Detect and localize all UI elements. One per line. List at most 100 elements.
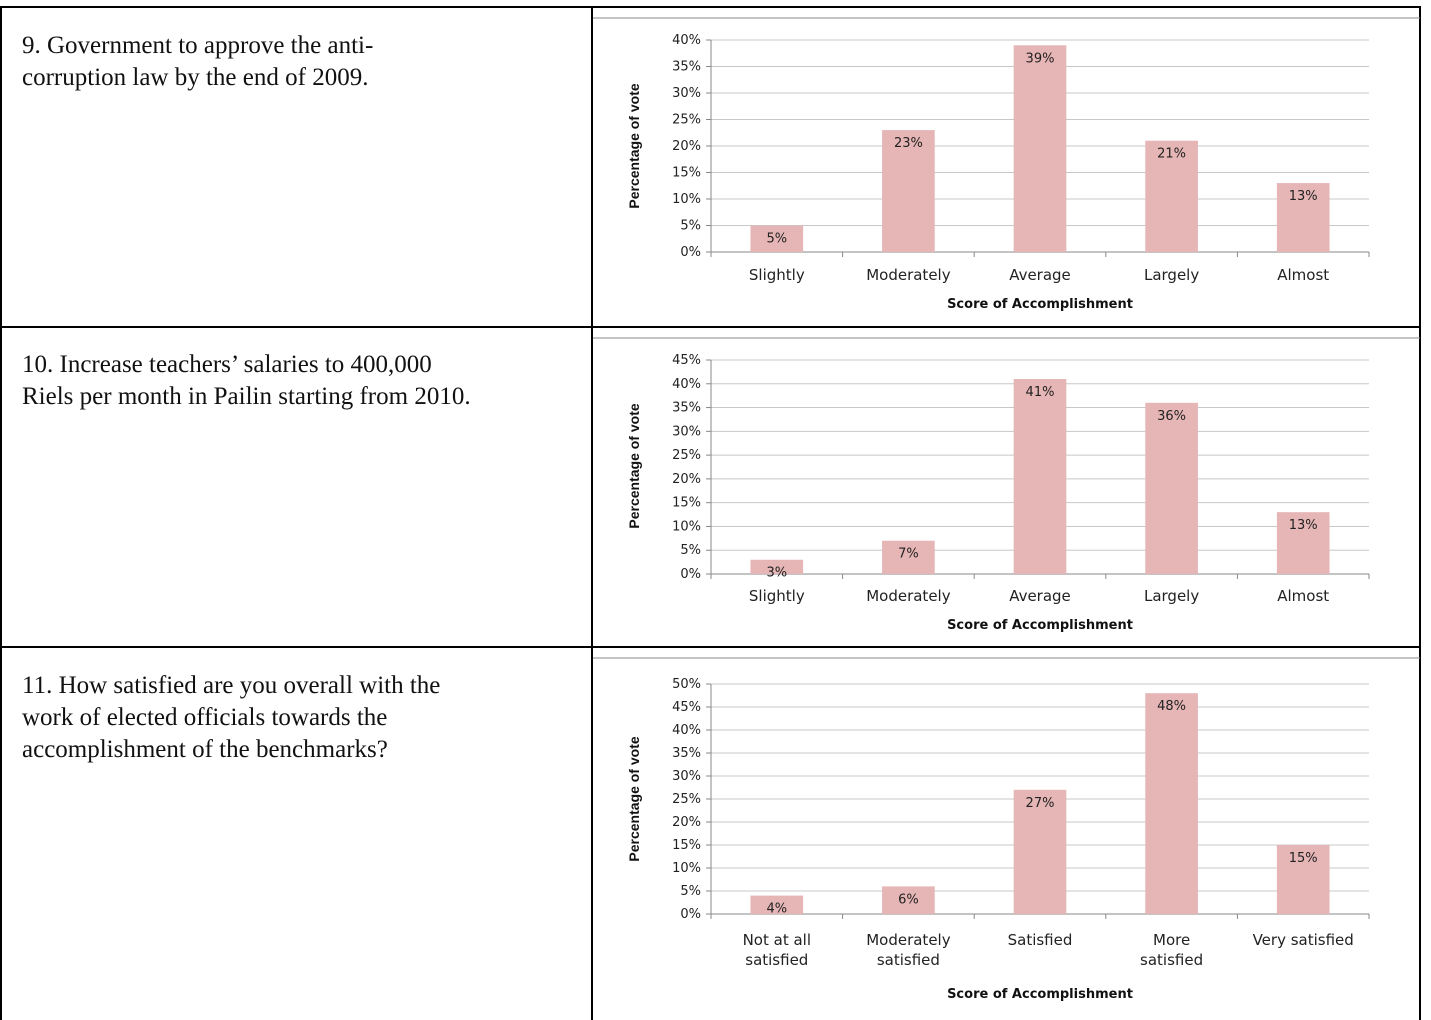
y-tick-label: 40% <box>672 723 701 738</box>
table-border-right <box>1419 6 1421 1020</box>
y-tick-label: 40% <box>672 33 701 48</box>
bar <box>1013 789 1067 914</box>
table-border-left <box>0 6 2 1020</box>
data-label: 41% <box>1026 385 1055 400</box>
data-label: 39% <box>1026 51 1055 66</box>
bar <box>1013 379 1067 574</box>
y-tick-label: 40% <box>672 377 701 392</box>
x-category-label: Average <box>1009 587 1071 605</box>
x-category-label: Satisfied <box>1008 931 1073 949</box>
data-label: 7% <box>898 547 919 562</box>
bar <box>882 886 935 914</box>
data-label: 36% <box>1157 409 1186 424</box>
y-tick-label: 15% <box>672 838 701 853</box>
data-label: 21% <box>1157 147 1186 162</box>
x-category-label: More <box>1153 931 1190 949</box>
x-category-label: Not at all <box>743 931 811 949</box>
y-tick-label: 30% <box>672 86 701 101</box>
y-tick-label: 45% <box>672 353 701 368</box>
y-tick-label: 10% <box>672 861 701 876</box>
y-tick-label: 35% <box>672 746 701 761</box>
y-tick-label: 5% <box>680 219 701 234</box>
x-category-label: Very satisfied <box>1253 931 1354 949</box>
y-tick-label: 20% <box>672 139 701 154</box>
y-tick-label: 35% <box>672 401 701 416</box>
bar <box>750 559 804 574</box>
x-category-label: satisfied <box>877 951 940 969</box>
data-label: 27% <box>1026 796 1055 811</box>
y-tick-label: 15% <box>672 496 701 511</box>
y-tick-label: 5% <box>680 543 701 558</box>
bar-chart-benchmark-10: 0% 5% 10% 15% 20% 25% 30% 35% 40% 45% 3% Slightly 7%… <box>593 337 1420 633</box>
x-category-label: Moderately <box>866 931 951 949</box>
x-category-label: Slightly <box>749 587 805 605</box>
bar-chart-satisfaction: 0% 5% 10% 15% 20% 25% 30% 35% 40% 45% 50% 4% Not at … <box>593 657 1420 1002</box>
bar-chart-benchmark-9: 0% 5% 10% 15% 20% 25% 30% 35% 40% 5% Slightly 23% Mo… <box>593 17 1420 312</box>
y-tick-label: 0% <box>680 907 701 922</box>
data-label: 48% <box>1157 699 1186 714</box>
y-tick-label: 30% <box>672 769 701 784</box>
question-text: 11. How satisfied are you overall with t… <box>22 670 582 766</box>
question-line: accomplishment of the benchmarks? <box>22 736 388 763</box>
y-tick-label: 20% <box>672 815 701 830</box>
y-tick-label: 25% <box>672 113 701 128</box>
question-line: corruption law by the end of 2009. <box>22 64 369 91</box>
x-axis-title: Score of Accomplishment <box>947 618 1133 633</box>
bar <box>1145 402 1198 574</box>
question-line: 11. How satisfied are you overall with t… <box>22 672 441 699</box>
data-label: 5% <box>766 232 787 247</box>
bar <box>1276 512 1330 574</box>
bar <box>1276 845 1330 914</box>
y-tick-label: 10% <box>672 519 701 534</box>
bar <box>750 225 804 252</box>
x-category-label: Average <box>1009 266 1071 284</box>
data-label: 15% <box>1289 851 1318 866</box>
x-axis-title: Score of Accomplishment <box>947 987 1133 1002</box>
y-tick-label: 20% <box>672 472 701 487</box>
y-tick-label: 25% <box>672 448 701 463</box>
data-label: 3% <box>766 566 787 581</box>
data-label: 13% <box>1289 518 1318 533</box>
bar <box>882 540 935 574</box>
question-line: 10. Increase teachers’ salaries to 400,0… <box>22 351 432 378</box>
data-label: 4% <box>766 902 787 917</box>
data-label: 13% <box>1289 189 1318 204</box>
x-axis-title: Score of Accomplishment <box>947 297 1133 312</box>
x-category-label: Almost <box>1277 266 1329 284</box>
x-category-label: satisfied <box>745 951 808 969</box>
x-category-label: Largely <box>1144 587 1199 605</box>
y-axis-title: Percentage of vote <box>626 83 642 208</box>
y-tick-label: 10% <box>672 192 701 207</box>
bar <box>1276 183 1330 252</box>
x-category-label: Moderately <box>866 266 951 284</box>
question-text: 10. Increase teachers’ salaries to 400,0… <box>22 349 582 413</box>
data-label: 6% <box>898 892 919 907</box>
question-line: work of elected officials towards the <box>22 704 388 731</box>
question-line: 9. Government to approve the anti- <box>22 32 374 59</box>
x-category-label: Slightly <box>749 266 805 284</box>
data-label: 23% <box>894 136 923 151</box>
x-category-label: Largely <box>1144 266 1199 284</box>
x-category-label: Almost <box>1277 587 1329 605</box>
bar <box>750 895 804 914</box>
y-tick-label: 0% <box>680 245 701 260</box>
bar <box>1145 693 1198 914</box>
y-tick-label: 45% <box>672 700 701 715</box>
y-tick-label: 15% <box>672 166 701 181</box>
table-column-divider <box>591 6 593 1020</box>
question-text: 9. Government to approve the anti- corru… <box>22 30 582 94</box>
y-tick-label: 30% <box>672 424 701 439</box>
table-row-divider <box>0 646 1421 648</box>
x-category-label: satisfied <box>1140 951 1203 969</box>
table-row-divider <box>0 326 1421 328</box>
y-tick-label: 5% <box>680 884 701 899</box>
y-tick-label: 50% <box>672 677 701 692</box>
question-line: Riels per month in Pailin starting from … <box>22 383 471 410</box>
y-axis-title: Percentage of vote <box>626 403 642 528</box>
bar <box>1145 140 1198 252</box>
bar <box>882 130 935 252</box>
y-axis-title: Percentage of vote <box>626 736 642 861</box>
table-border-top <box>0 6 1421 8</box>
y-tick-label: 0% <box>680 567 701 582</box>
bar <box>1013 45 1067 252</box>
